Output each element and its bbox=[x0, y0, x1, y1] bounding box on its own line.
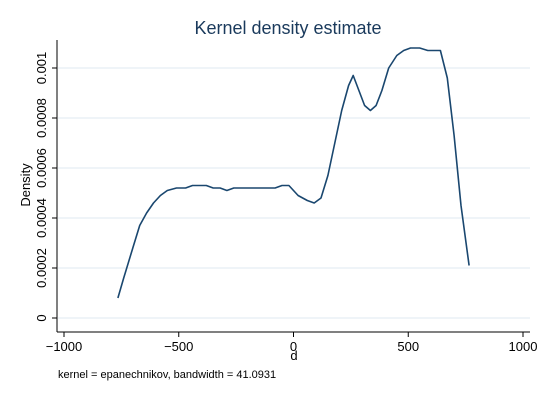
y-ticks: 0 0.0002 0.0004 0.0006 0.0008 0.001 bbox=[34, 52, 57, 322]
series-layer bbox=[117, 47, 470, 299]
x-tick-label: −500 bbox=[164, 339, 193, 354]
y-tick-label: 0 bbox=[34, 314, 49, 321]
x-ticks: −1000 −500 0 500 1000 bbox=[46, 332, 538, 354]
y-tick-label: 0.0004 bbox=[34, 198, 49, 238]
x-axis-title: d bbox=[290, 348, 297, 363]
y-tick-label: 0.0006 bbox=[34, 148, 49, 188]
x-tick-label: 0 bbox=[290, 339, 297, 354]
x-tick-label: 1000 bbox=[509, 339, 538, 354]
chart-note: kernel = epanechnikov, bandwidth = 41.09… bbox=[58, 369, 276, 381]
y-tick-label: 0.0002 bbox=[34, 248, 49, 288]
chart-title: Kernel density estimate bbox=[194, 18, 381, 38]
x-tick-label: 500 bbox=[397, 339, 419, 354]
grid bbox=[58, 67, 530, 319]
y-tick-label: 0.001 bbox=[34, 52, 49, 85]
y-axis-title: Density bbox=[18, 163, 33, 207]
y-tick-label: 0.0008 bbox=[34, 98, 49, 138]
x-tick-label: −1000 bbox=[46, 339, 83, 354]
density-line bbox=[117, 47, 470, 299]
